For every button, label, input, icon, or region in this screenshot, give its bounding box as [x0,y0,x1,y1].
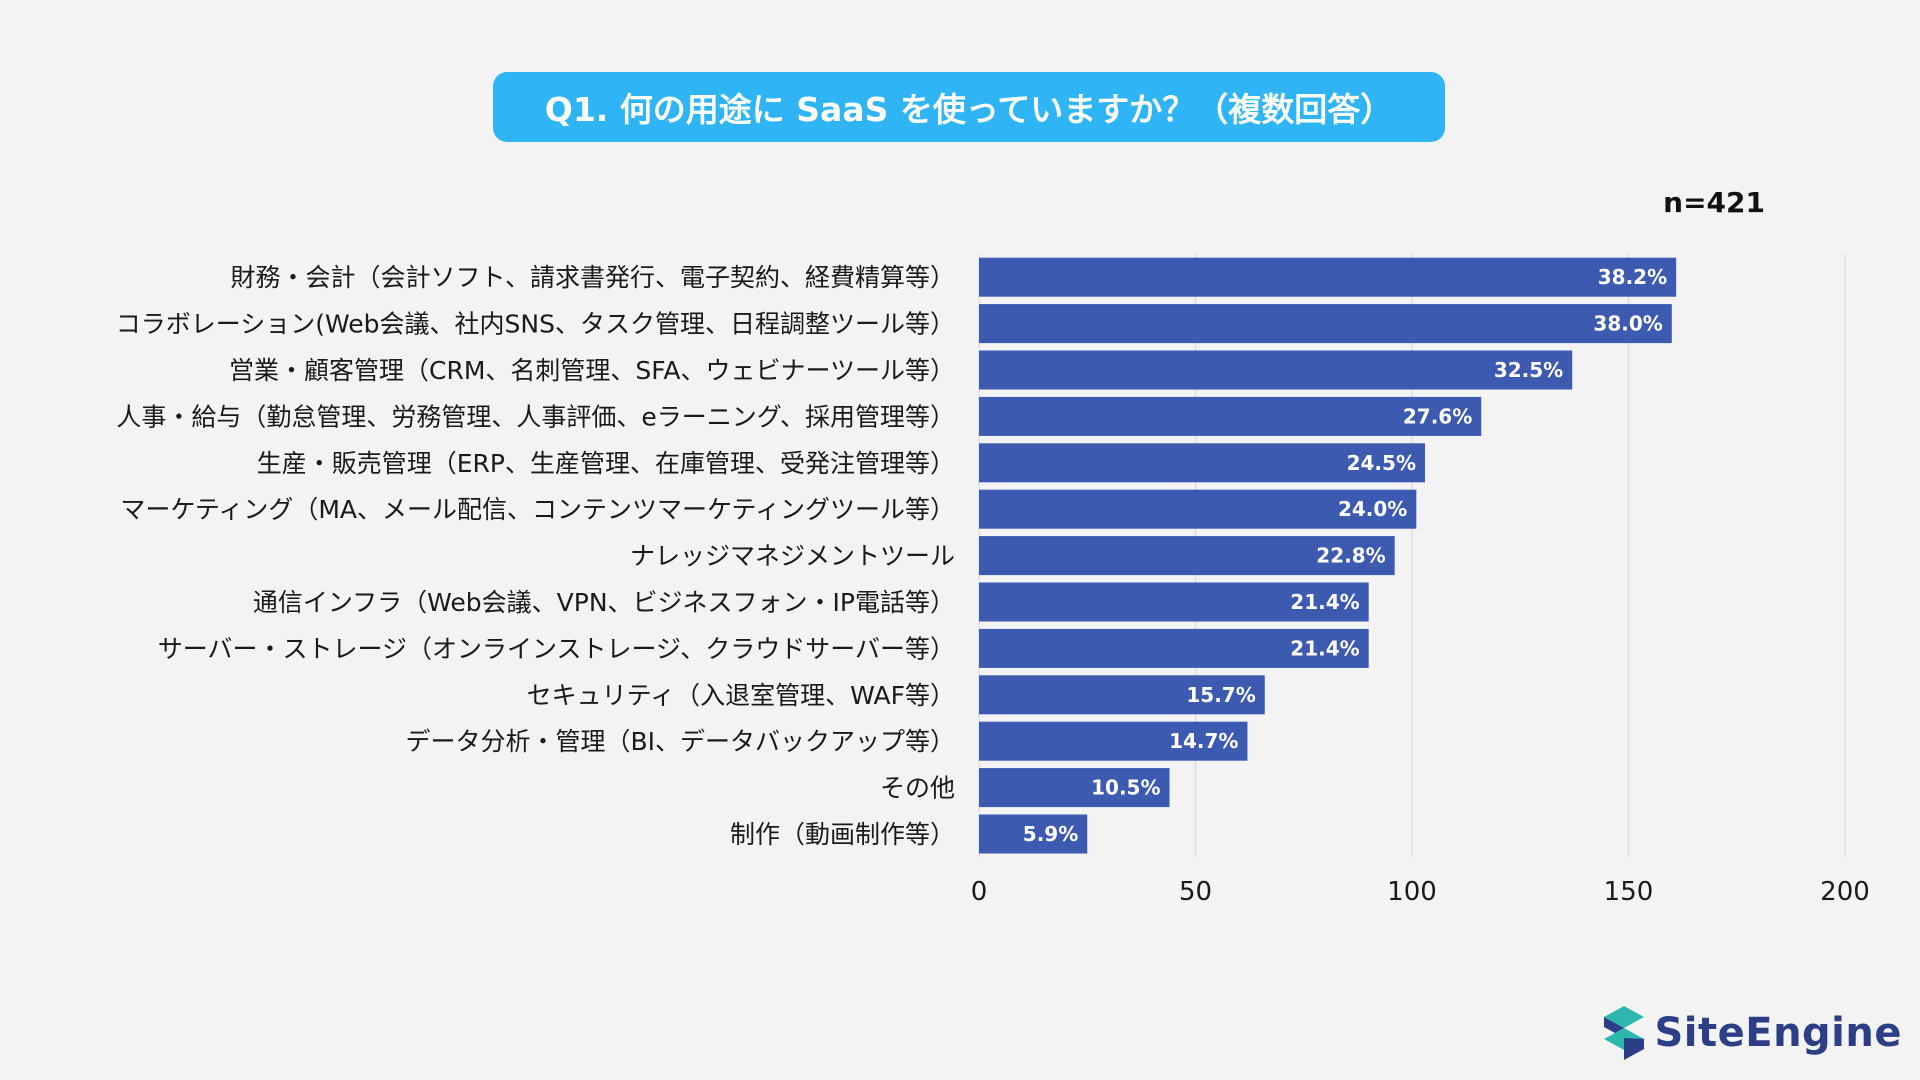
bar-value-label: 38.2% [1598,265,1667,289]
bar-value-label: 15.7% [1186,683,1255,707]
bar-value-label: 21.4% [1290,590,1359,614]
x-tick-label: 200 [1820,877,1870,907]
category-label: その他 [880,774,955,803]
site-engine-logo-icon [1604,1006,1645,1060]
category-label: 制作（動画制作等） [730,820,955,849]
sample-size-label: n=421 [1663,186,1765,219]
bar [979,443,1425,483]
bar-value-label: 22.8% [1316,544,1385,568]
bar [979,304,1672,344]
category-label: 財務・会計（会計ソフト、請求書発行、電子契約、経費精算等） [230,263,955,292]
category-label: 生産・販売管理（ERP、生産管理、在庫管理、受発注管理等） [257,449,955,478]
category-label: セキュリティ（入退室管理、WAF等） [527,681,955,710]
x-tick-label: 150 [1604,877,1654,907]
category-label: 営業・顧客管理（CRM、名刺管理、SFA、ウェビナーツール等） [229,356,955,385]
bar [979,721,1248,761]
bar [979,768,1170,808]
site-engine-logo: SiteEngine [1600,1004,1902,1062]
x-tick-label: 50 [1179,877,1212,907]
x-tick-label: 0 [971,877,988,907]
bar [979,814,1088,854]
category-label: マーケティング（MA、メール配信、コンテンツマーケティングツール等） [120,495,955,524]
bar [979,489,1417,529]
bar-value-label: 38.0% [1593,312,1662,336]
bar [979,396,1482,436]
category-label: サーバー・ストレージ（オンラインストレージ、クラウドサーバー等） [158,634,955,663]
bar [979,350,1573,390]
bar [979,257,1677,297]
bar-value-label: 24.5% [1347,451,1416,475]
bar-value-label: 5.9% [1023,822,1078,846]
chart-title: Q1. 何の用途に SaaS を使っていますか？（複数回答） [544,90,1394,129]
x-tick-label: 100 [1387,877,1437,907]
bar-value-label: 14.7% [1169,729,1238,753]
bar-value-label: 21.4% [1290,636,1359,660]
category-label: ナレッジマネジメントツール [630,542,955,571]
bar-value-label: 24.0% [1338,497,1407,521]
logo-text: SiteEngine [1654,1010,1902,1056]
category-label: 人事・給与（勤怠管理、労務管理、人事評価、eラーニング、採用管理等） [116,402,955,431]
category-label: 通信インフラ（Web会議、VPN、ビジネスフォン・IP電話等） [253,588,955,617]
category-label: データ分析・管理（BI、データバックアップ等） [405,727,955,756]
bar [979,675,1265,715]
bar-value-label: 27.6% [1403,404,1472,428]
bar-value-label: 10.5% [1091,776,1160,800]
bar [979,582,1369,622]
chart-title-banner: Q1. 何の用途に SaaS を使っていますか？（複数回答） [493,72,1445,142]
bar [979,536,1395,576]
bar-value-label: 32.5% [1494,358,1563,382]
bar [979,628,1369,668]
category-label: コラボレーション(Web会議、社内SNS、タスク管理、日程調整ツール等） [116,310,955,339]
